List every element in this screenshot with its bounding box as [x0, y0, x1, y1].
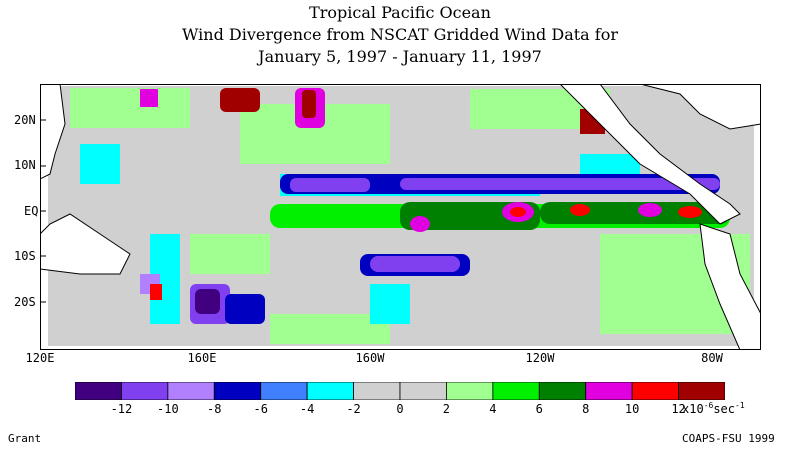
lat-label-10s: 10S [14, 249, 36, 263]
unit-exponent: -6 [703, 401, 714, 410]
title-line-3: January 5, 1997 - January 11, 1997 [258, 47, 542, 66]
colorbar-swatch [631, 382, 679, 400]
colorbar-tick-label: -4 [299, 402, 315, 416]
divergence-map [40, 84, 761, 350]
colorbar-tick-label: -2 [346, 402, 361, 416]
colorbar-tick-label: -10 [157, 402, 179, 416]
colorbar [75, 382, 725, 400]
title-line-1: Tropical Pacific Ocean [309, 3, 491, 22]
footer-author: Grant [8, 432, 42, 445]
colorbar-tick-label: -6 [253, 402, 268, 416]
colorbar-swatch [353, 382, 401, 400]
colorbar-swatch [121, 382, 169, 400]
unit-prefix: x10 [682, 402, 704, 416]
lat-label-10n: 10N [14, 158, 36, 172]
lon-label-120w: 120W [525, 351, 555, 365]
colorbar-tick-label: -8 [207, 402, 222, 416]
colorbar-swatch [492, 382, 540, 400]
convergence-band-north [280, 174, 720, 194]
colorbar-tick-label: 4 [489, 402, 497, 416]
colorbar-tick-label: 12 [671, 402, 686, 416]
unit-suffix: sec [713, 402, 736, 416]
lat-label-20n: 20N [14, 113, 36, 127]
colorbar-swatch [260, 382, 308, 400]
lon-label-160e: 160E [187, 351, 217, 365]
unit-exponent-2: -1 [735, 401, 745, 410]
colorbar-tick-label: 2 [442, 402, 451, 416]
colorbar-tick-label: 10 [624, 402, 640, 416]
title-line-2: Wind Divergence from NSCAT Gridded Wind … [181, 25, 618, 44]
colorbar-tick-label: 0 [396, 402, 404, 416]
colorbar-swatch [167, 382, 215, 400]
colorbar-swatch [446, 382, 494, 400]
colorbar-unit: x10-6sec-1 [682, 401, 745, 416]
lon-label-120e: 120E [25, 351, 55, 365]
colorbar-swatch [678, 382, 725, 400]
lon-label-160w: 160W [355, 351, 385, 365]
map-frame [40, 84, 761, 350]
lat-label-eq: EQ [24, 204, 39, 218]
lon-label-80w: 80W [701, 351, 723, 365]
colorbar-tick-label: 8 [582, 402, 590, 416]
land-masses [40, 84, 761, 350]
colorbar-tick-label: -12 [110, 402, 133, 416]
colorbar-swatch [306, 382, 354, 400]
lat-label-20s: 20S [14, 295, 36, 309]
colorbar-swatch [75, 382, 122, 400]
footer-credit: COAPS-FSU 1999 [682, 432, 775, 445]
colorbar-tick-label: 6 [535, 402, 543, 416]
colorbar-swatch [399, 382, 447, 400]
colorbar-swatch [585, 382, 633, 400]
colorbar-swatch [538, 382, 587, 400]
colorbar-swatch [213, 382, 262, 400]
equatorial-divergence-band [270, 202, 730, 232]
